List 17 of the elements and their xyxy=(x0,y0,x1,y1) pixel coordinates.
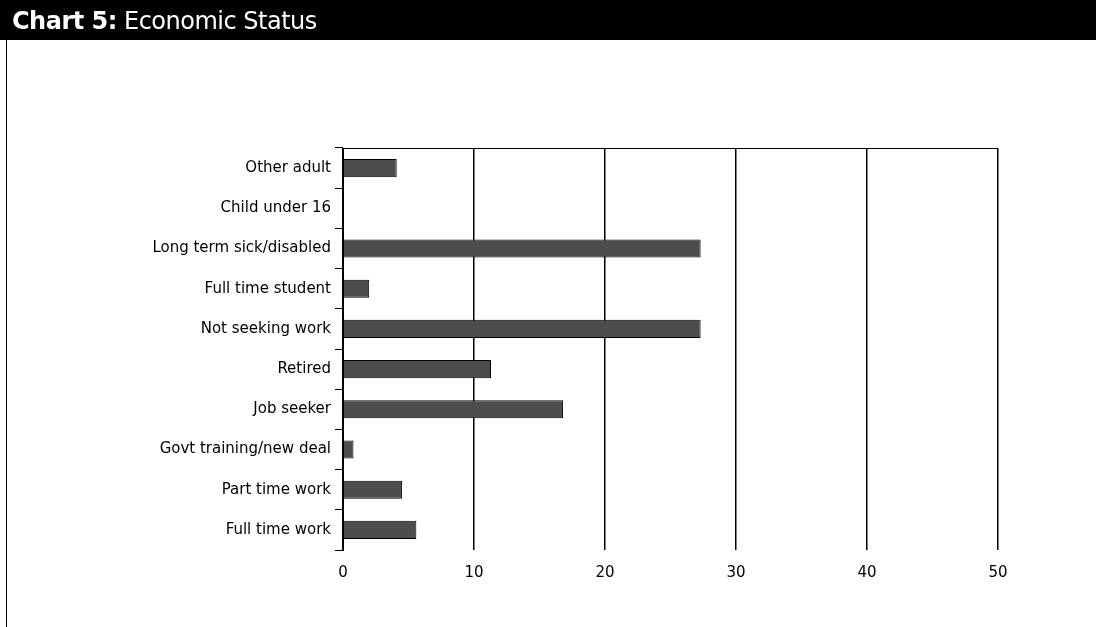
y-tick-label: Full time student xyxy=(204,278,332,297)
chart-title: Chart 5: Economic Status xyxy=(0,0,1096,40)
y-tick-label: Govt training/new deal xyxy=(159,439,331,458)
y-tick-label: Full time work xyxy=(225,519,332,538)
y-tick-label: Child under 16 xyxy=(220,198,331,217)
x-tick-label: 30 xyxy=(726,562,746,581)
y-tick-label: Part time work xyxy=(221,479,332,498)
x-tick-label: 10 xyxy=(464,562,484,581)
y-tick-label: Job seeker xyxy=(252,399,332,418)
x-tick-label: 0 xyxy=(338,562,348,581)
y-tick-label: Retired xyxy=(277,358,331,377)
x-tick-label: 50 xyxy=(988,562,1008,581)
x-tick-label: 20 xyxy=(595,562,615,581)
y-tick-label: Not seeking work xyxy=(200,318,332,337)
x-tick-label: 40 xyxy=(857,562,877,581)
y-tick-label: Long term sick/disabled xyxy=(152,238,331,257)
y-tick-label: Other adult xyxy=(245,157,332,176)
